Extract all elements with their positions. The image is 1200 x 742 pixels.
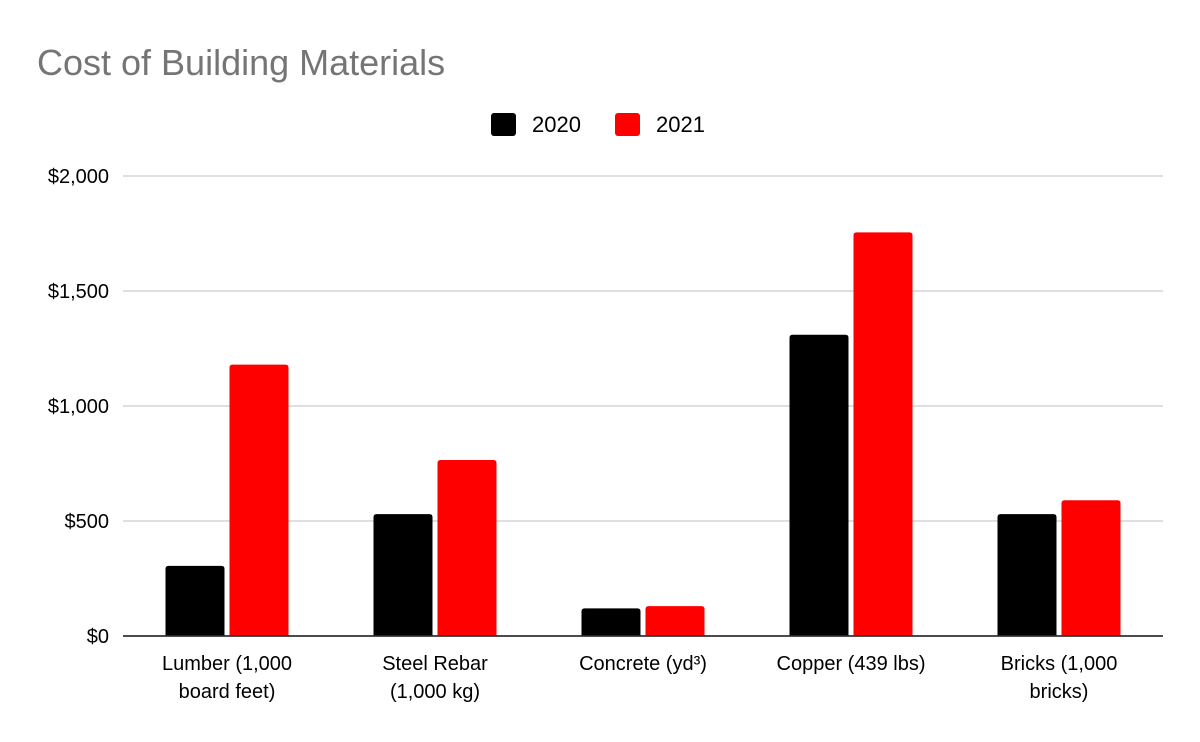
x-tick-label: bricks) (1030, 681, 1089, 703)
bar-2021-0 (229, 364, 289, 636)
x-axis: Lumber (1,000 board feet) Steel Rebar (1,00… (162, 653, 1117, 703)
y-tick-label: $500 (65, 511, 110, 533)
x-tick-label: Lumber (1,000 (162, 653, 292, 675)
chart-title: Cost of Building Materials (37, 42, 445, 83)
bar-2020-0 (165, 565, 225, 636)
y-tick-label: $1,000 (48, 396, 109, 418)
bar-2021-3 (853, 232, 913, 636)
legend-swatch-2021 (615, 113, 640, 136)
x-tick-label: Copper (439 lbs) (777, 653, 926, 675)
legend-swatch-2020 (491, 113, 516, 136)
x-tick-label: Steel Rebar (382, 653, 488, 675)
bars (123, 232, 1163, 637)
bar-2020-2 (581, 608, 641, 636)
bar-2020-1 (373, 514, 433, 636)
bar-2020-4 (997, 514, 1057, 636)
bar-2021-4 (1061, 500, 1121, 636)
legend-label: 2021 (656, 112, 705, 137)
bar-2021-1 (437, 460, 497, 636)
x-tick-label: Concrete (yd³) (579, 653, 707, 675)
bar-2020-3 (789, 334, 849, 636)
legend-label: 2020 (532, 112, 581, 137)
x-tick-label: board feet) (179, 681, 276, 703)
legend: 2020 2021 (491, 112, 705, 137)
y-tick-label: $1,500 (48, 281, 109, 303)
x-tick-label: Bricks (1,000 (1001, 653, 1118, 675)
y-axis: $0 $500 $1,000 $1,500 $2,000 (48, 166, 109, 648)
y-tick-label: $2,000 (48, 166, 109, 188)
x-tick-label: (1,000 kg) (390, 681, 480, 703)
y-tick-label: $0 (87, 626, 109, 648)
bar-2021-2 (645, 606, 705, 636)
